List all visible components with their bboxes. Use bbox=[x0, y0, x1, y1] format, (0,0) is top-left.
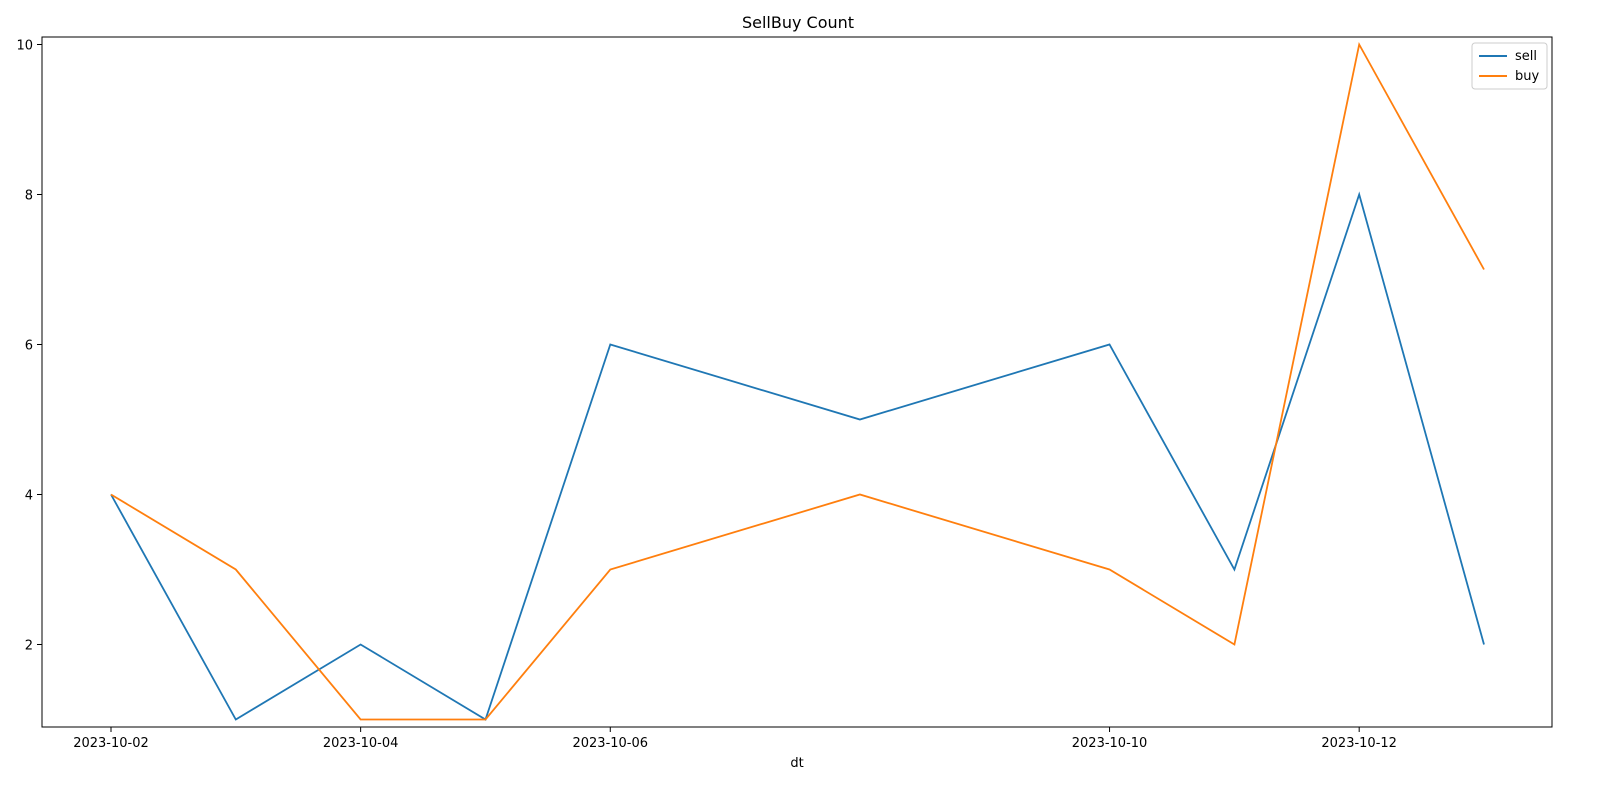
plot-area bbox=[41, 36, 1553, 728]
series-line-buy bbox=[110, 41, 1485, 721]
x-tick-label: 2023-10-06 bbox=[572, 736, 648, 751]
x-tick-label: 2023-10-12 bbox=[1321, 736, 1397, 751]
y-tick-label: 2 bbox=[25, 639, 33, 654]
legend-label-buy: buy bbox=[1515, 69, 1539, 84]
chart-title: SellBuy Count bbox=[742, 13, 854, 32]
y-tick-label: 4 bbox=[25, 489, 33, 504]
y-tick-label: 8 bbox=[25, 189, 33, 204]
legend: sell buy bbox=[1471, 42, 1548, 90]
x-tick-label: 2023-10-04 bbox=[323, 736, 399, 751]
x-axis: 2023-10-02 2023-10-04 2023-10-06 2023-10-10… bbox=[73, 727, 1397, 751]
series-line-sell bbox=[110, 191, 1485, 721]
x-axis-label: dt bbox=[790, 756, 803, 771]
x-tick-label: 2023-10-02 bbox=[73, 736, 149, 751]
x-tick-label: 2023-10-10 bbox=[1072, 736, 1148, 751]
y-tick-label: 6 bbox=[25, 339, 33, 354]
y-tick-label: 10 bbox=[16, 39, 33, 54]
legend-label-sell: sell bbox=[1515, 49, 1537, 64]
series-lines bbox=[110, 41, 1485, 721]
y-axis: 2 4 6 8 10 bbox=[16, 39, 42, 654]
legend-box bbox=[1471, 42, 1548, 90]
